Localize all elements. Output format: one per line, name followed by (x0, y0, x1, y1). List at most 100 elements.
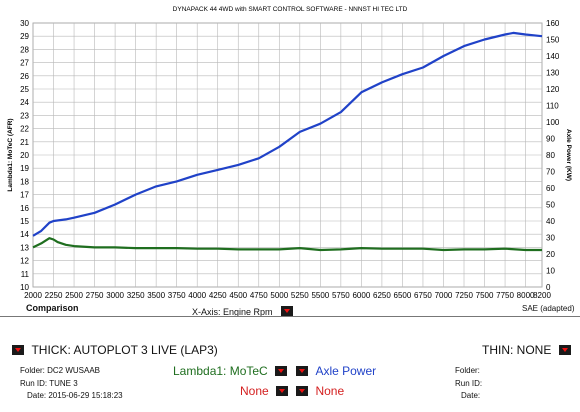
left-date: Date: 2015-06-29 15:18:23 (27, 391, 123, 400)
left-secondary-dropdown-icon[interactable] (276, 385, 289, 396)
y-left-axis-label: Lambda1: MoTeC (AFR) (7, 118, 14, 191)
y-right-tick-label: 30 (546, 234, 555, 243)
right-run-id: Run ID: (455, 379, 483, 388)
y-right-tick-label: 40 (546, 217, 555, 226)
right-secondary-label: None (315, 384, 345, 398)
y-left-tick-label: 23 (20, 111, 29, 120)
y-left-tick-label: 11 (21, 270, 30, 279)
y-left-tick-label: 19 (20, 164, 29, 173)
thin-label: THIN: NONE (482, 343, 552, 357)
x-tick-label: 2500 (65, 291, 83, 300)
x-tick-label: 8000 (517, 291, 535, 300)
y-right-tick-label: 130 (546, 69, 560, 78)
power-channel-label: Axle Power (315, 364, 377, 378)
y-right-tick-label: 100 (546, 118, 560, 127)
right-secondary-dropdown-icon[interactable] (296, 385, 308, 396)
y-left-tick-label: 25 (20, 85, 29, 94)
y-left-tick-label: 13 (20, 243, 29, 252)
y-right-tick-label: 20 (546, 250, 555, 259)
y-right-tick-label: 50 (546, 201, 555, 210)
y-right-axis-label: Axle Power (KW) (565, 129, 572, 181)
y-left-tick-label: 30 (20, 19, 29, 28)
left-primary-channel[interactable]: Lambda1: MoTeC (173, 362, 288, 380)
right-folder: Folder: (455, 366, 480, 375)
x-tick-label: 7250 (455, 291, 473, 300)
left-run-id: Run ID: TUNE 3 (20, 379, 78, 388)
lambda-channel-label: Lambda1: MoTeC (173, 364, 268, 378)
x-tick-label: 3000 (106, 291, 124, 300)
y-left-tick-label: 26 (20, 72, 29, 81)
y-left-tick-label: 16 (20, 204, 29, 213)
y-left-tick-label: 21 (20, 138, 29, 147)
y-left-tick-label: 27 (20, 59, 29, 68)
dyno-chart: DYNAPACK 44 4WD with SMART CONTROL SOFTW… (7, 6, 572, 300)
x-tick-label: 2250 (45, 291, 63, 300)
x-tick-label: 4000 (188, 291, 206, 300)
x-tick-label: 3250 (127, 291, 145, 300)
y-right-tick-label: 150 (546, 36, 560, 45)
x-tick-label: 7500 (476, 291, 494, 300)
y-left-tick-label: 17 (20, 191, 29, 200)
x-tick-label: 6750 (414, 291, 432, 300)
x-tick-label: 5500 (311, 291, 329, 300)
y-right-tick-label: 60 (546, 184, 555, 193)
thin-dropdown-icon[interactable] (558, 344, 571, 355)
x-tick-label: 4500 (229, 291, 247, 300)
y-left-tick-label: 14 (20, 230, 29, 239)
y-left-tick-label: 29 (20, 32, 29, 41)
x-tick-label: 5000 (270, 291, 288, 300)
y-left-tick-label: 18 (20, 177, 29, 186)
y-right-tick-label: 160 (546, 19, 560, 28)
x-tick-label: 3750 (168, 291, 186, 300)
thin-run-selector[interactable]: THIN: NONE (482, 341, 571, 359)
y-right-tick-label: 0 (546, 283, 551, 292)
y-left-tick-label: 12 (20, 257, 29, 266)
sae-label: SAE (adapted) (522, 304, 575, 313)
right-date: Date: (461, 391, 481, 400)
x-tick-label: 4750 (250, 291, 268, 300)
x-axis-selector[interactable]: X-Axis: Engine Rpm (192, 302, 293, 320)
right-primary-channel[interactable]: Axle Power (296, 362, 376, 380)
x-tick-label: 2000 (24, 291, 42, 300)
x-axis-dropdown-icon[interactable] (280, 305, 293, 316)
y-right-tick-label: 10 (546, 267, 555, 276)
y-left-tick-label: 22 (20, 125, 29, 134)
x-tick-label: 5250 (291, 291, 309, 300)
left-primary-dropdown-icon[interactable] (275, 365, 288, 376)
y-right-tick-label: 120 (546, 85, 560, 94)
right-secondary-channel[interactable]: None (296, 382, 344, 400)
left-folder: Folder: DC2 WUSAAB (20, 366, 101, 375)
x-tick-label: 2750 (86, 291, 104, 300)
left-secondary-label: None (240, 384, 269, 398)
y-left-tick-label: 24 (20, 98, 29, 107)
y-right-tick-label: 80 (546, 151, 555, 160)
y-right-tick-label: 110 (546, 102, 559, 111)
y-left-tick-label: 15 (20, 217, 29, 226)
y-left-tick-label: 10 (20, 283, 29, 292)
x-tick-label: 8200 (533, 291, 551, 300)
lambda-series-line (32, 237, 542, 252)
x-tick-label: 6250 (373, 291, 391, 300)
x-tick-label: 6500 (394, 291, 412, 300)
comparison-label: Comparison (26, 303, 79, 313)
left-secondary-channel[interactable]: None (240, 382, 289, 400)
chart-title: DYNAPACK 44 4WD with SMART CONTROL SOFTW… (173, 6, 408, 13)
y-left-tick-label: 28 (20, 45, 29, 54)
right-primary-dropdown-icon[interactable] (296, 365, 308, 376)
thick-dropdown-icon[interactable] (12, 344, 24, 355)
x-tick-label: 6000 (352, 291, 370, 300)
x-tick-label: 7000 (435, 291, 453, 300)
power-series-line (32, 31, 543, 237)
y-right-tick-label: 90 (546, 135, 555, 144)
x-axis-label: X-Axis: Engine Rpm (192, 307, 273, 317)
x-tick-label: 7750 (496, 291, 514, 300)
separator (0, 316, 580, 317)
thick-label: THICK: AUTOPLOT 3 LIVE (LAP3) (31, 343, 218, 357)
y-left-tick-label: 20 (20, 151, 29, 160)
x-tick-label: 3500 (147, 291, 165, 300)
y-right-tick-label: 140 (546, 52, 560, 61)
y-right-tick-label: 70 (546, 168, 555, 177)
thick-run-selector[interactable]: THICK: AUTOPLOT 3 LIVE (LAP3) (12, 341, 218, 359)
x-tick-label: 4250 (209, 291, 227, 300)
x-tick-label: 5750 (332, 291, 350, 300)
